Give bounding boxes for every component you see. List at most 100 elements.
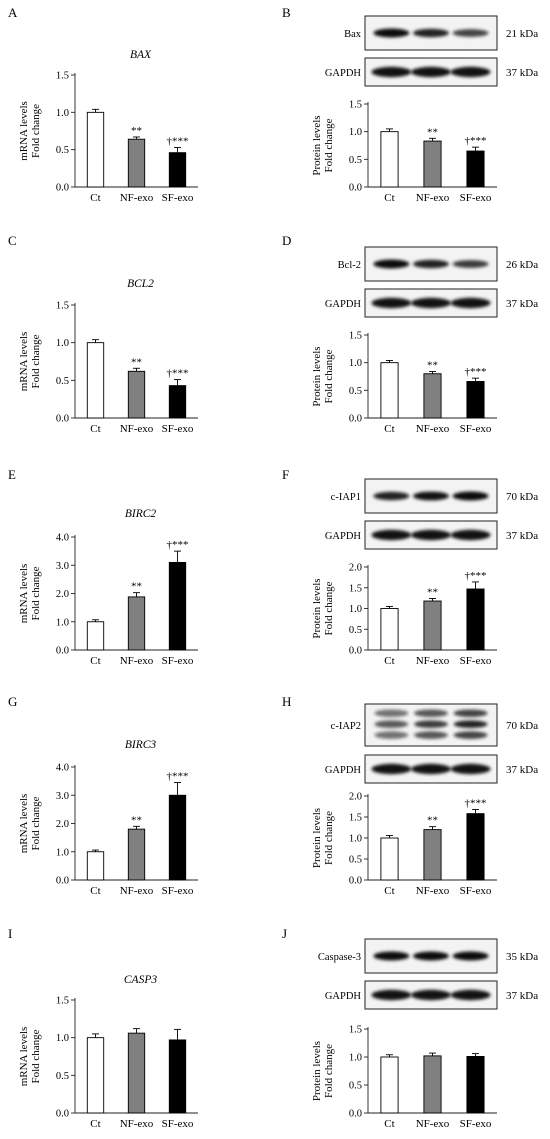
x-tick-label: NF-exo	[120, 655, 154, 667]
bar-NF-exo	[127, 370, 146, 419]
x-tick-label: SF-exo	[460, 423, 492, 435]
y-axis-label: mRNA levelsFold change	[18, 794, 42, 854]
protein-label: c-IAP1	[331, 492, 361, 503]
blot-band	[374, 731, 409, 739]
bar-Ct	[380, 131, 399, 188]
y-tick-label: 0.5	[349, 855, 362, 866]
y-tick-label: 0.0	[349, 876, 362, 887]
y-axis-label-line: Fold change	[323, 811, 335, 865]
y-tick-label: 0.5	[56, 145, 69, 156]
y-tick-label: 1.5	[349, 583, 362, 594]
western-blot-4: c-IAP2 70 kDa GAPDH 37 kDa	[325, 703, 538, 784]
chart-title: BIRC2	[125, 508, 157, 520]
y-tick-label: 1.0	[56, 1033, 69, 1044]
blot-band	[374, 720, 409, 728]
bar-Ct	[380, 1056, 399, 1114]
y-tick-label: 1.0	[56, 847, 69, 858]
chart-title: BCL2	[127, 278, 154, 290]
y-axis-label-line: Protein levels	[311, 1041, 323, 1101]
blot-band	[450, 989, 491, 1001]
blot-band	[453, 720, 488, 728]
x-tick-label: Ct	[90, 423, 100, 435]
panel-letter-I: I	[8, 926, 12, 941]
x-tick-label: SF-exo	[460, 655, 492, 667]
panel-letter-H: H	[282, 694, 291, 709]
y-tick-label: 0.0	[56, 876, 69, 887]
y-axis-label-line: Fold change	[30, 334, 42, 388]
y-axis-label-line: Fold change	[323, 581, 335, 635]
y-axis-label-line: Fold change	[323, 349, 335, 403]
bar-SF-exo	[168, 1039, 187, 1114]
significance-label: †***	[465, 366, 487, 378]
blot-band	[453, 731, 488, 739]
panel-letter-D: D	[282, 233, 291, 248]
y-axis-label-line: mRNA levels	[18, 564, 30, 624]
x-tick-label: Ct	[90, 192, 100, 204]
panel-letter-G: G	[8, 694, 17, 709]
western-blot-5: Caspase-3 35 kDa GAPDH 37 kDa	[318, 938, 538, 1010]
bar-Ct	[380, 362, 399, 419]
y-tick-label: 1.0	[349, 1053, 362, 1064]
blot-band	[411, 529, 451, 541]
y-axis-label-line: Fold change	[30, 796, 42, 850]
blot-band	[411, 989, 451, 1001]
western-blot-2: Bcl-2 26 kDa GAPDH 37 kDa	[325, 246, 538, 318]
significance-label: †***	[167, 771, 189, 783]
x-tick-label: SF-exo	[162, 1118, 194, 1130]
blot-band	[373, 491, 410, 501]
x-tick-label: NF-exo	[416, 423, 450, 435]
y-tick-label: 0.0	[349, 1109, 362, 1120]
panel-letter-J: J	[282, 926, 287, 941]
blot-band	[414, 720, 448, 728]
x-tick-label: NF-exo	[120, 423, 154, 435]
bar-SF-exo	[168, 152, 187, 188]
x-tick-label: Ct	[90, 1118, 100, 1130]
significance-label: **	[427, 587, 438, 599]
significance-label: **	[131, 356, 142, 368]
blot-band	[413, 28, 449, 38]
y-tick-label: 1.0	[349, 834, 362, 845]
x-tick-label: NF-exo	[120, 1118, 154, 1130]
bar-Ct	[86, 621, 105, 651]
y-tick-label: 3.0	[56, 561, 69, 572]
loading-control-kda: 37 kDa	[506, 764, 538, 776]
y-tick-label: 0.0	[56, 1109, 69, 1120]
x-tick-label: Ct	[384, 1118, 394, 1130]
y-tick-label: 0.0	[56, 646, 69, 657]
y-tick-label: 1.0	[56, 108, 69, 119]
x-tick-label: SF-exo	[162, 192, 194, 204]
y-axis-label: mRNA levelsFold change	[18, 332, 42, 392]
blot-band	[371, 989, 412, 1001]
blot-band	[371, 297, 412, 309]
x-tick-label: SF-exo	[460, 192, 492, 204]
x-tick-label: NF-exo	[416, 192, 450, 204]
loading-control-label: GAPDH	[325, 991, 362, 1002]
y-tick-label: 1.0	[349, 604, 362, 615]
blot-band	[411, 297, 451, 309]
bar-SF-exo	[466, 381, 485, 419]
significance-label: †***	[465, 135, 487, 147]
y-tick-label: 0.0	[349, 183, 362, 194]
y-tick-label: 1.5	[56, 996, 69, 1007]
y-axis-label: Protein levelsFold change	[311, 808, 335, 868]
blot-band	[452, 29, 489, 37]
bar-Ct	[380, 608, 399, 651]
blot-band	[450, 529, 491, 541]
significance-label: **	[427, 360, 438, 372]
chart-J: Protein levelsFold change 0.0 0.5 1.0 1.5 Ct N…	[311, 1025, 497, 1130]
y-tick-label: 1.0	[349, 127, 362, 138]
y-axis-label: mRNA levelsFold change	[18, 1027, 42, 1087]
x-tick-label: Ct	[384, 655, 394, 667]
blot-band	[374, 709, 409, 718]
panel-letter-E: E	[8, 467, 16, 482]
bar-Ct	[380, 837, 399, 881]
bar-NF-exo	[423, 829, 442, 881]
chart-B: Protein levelsFold change 0.0 0.5 1.0 1.5 Ct *…	[311, 100, 497, 204]
x-tick-label: SF-exo	[460, 1118, 492, 1130]
y-axis-label-line: mRNA levels	[18, 101, 30, 161]
blot-band	[411, 66, 451, 78]
x-tick-label: SF-exo	[162, 423, 194, 435]
bar-NF-exo	[423, 373, 442, 419]
x-tick-label: NF-exo	[120, 885, 154, 897]
